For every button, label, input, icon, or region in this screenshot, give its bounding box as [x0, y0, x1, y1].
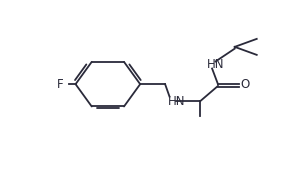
Text: HN: HN: [168, 95, 186, 108]
Text: F: F: [57, 78, 63, 91]
Text: HN: HN: [207, 58, 224, 71]
Text: O: O: [241, 78, 250, 91]
